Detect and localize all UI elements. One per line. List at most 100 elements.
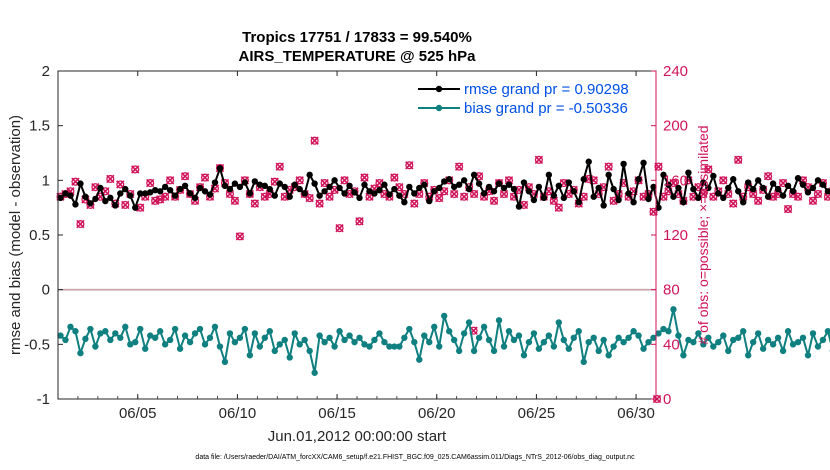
rmse-point [211, 179, 219, 186]
bias-point [595, 347, 602, 355]
bias-point [645, 338, 652, 346]
obs-assimilated-marker [116, 180, 125, 189]
bias-point [261, 334, 269, 341]
rmse-point [77, 180, 84, 187]
obs-possible-marker [250, 199, 259, 208]
rmse-point [515, 203, 523, 210]
bias-point [690, 338, 697, 346]
bias-point [122, 323, 129, 331]
rmse-point [769, 180, 777, 187]
bias-point [406, 325, 413, 333]
bias-point [181, 332, 189, 339]
obs-assimilated-marker [753, 196, 763, 205]
obs-possible-marker [146, 179, 155, 188]
rmse-point [181, 182, 189, 189]
obs-count-marker [454, 162, 464, 171]
rmse-point [665, 181, 672, 188]
rmse-point [146, 189, 154, 196]
obs-possible-marker [360, 173, 369, 182]
bias-point [550, 343, 558, 350]
obs-possible-marker [489, 196, 499, 205]
rmse-point [450, 183, 458, 191]
rmse-point [630, 199, 637, 206]
legend-rmse-label: rmse grand pr = 0.90298 [464, 81, 629, 98]
rmse-point [500, 184, 508, 192]
rmse-point [137, 190, 144, 197]
obs-possible-marker [355, 217, 364, 226]
rmse-point [645, 195, 652, 203]
obs-count-marker [808, 196, 818, 205]
rmse-point [371, 190, 378, 197]
rmse-point [670, 193, 677, 200]
bias-point [371, 336, 378, 344]
bias-point [137, 325, 144, 333]
bias-point [411, 338, 418, 346]
x-tick-label: 06/25 [518, 405, 556, 422]
obs-assimilated-marker [768, 192, 778, 201]
rmse-point [470, 171, 478, 179]
obs-possible-marker [325, 192, 334, 201]
bias-point [296, 341, 303, 348]
bias-point [201, 341, 209, 348]
bias-point [112, 330, 119, 337]
rmse-point [426, 197, 433, 205]
obs-count-marker [76, 219, 85, 229]
bias-point [391, 343, 398, 350]
rmse-point [67, 192, 74, 199]
rmse-point [351, 189, 358, 196]
obs-assimilated-marker [469, 189, 479, 199]
rmse-point [62, 190, 69, 197]
rmse-point [166, 186, 174, 194]
bias-point [804, 352, 812, 359]
obs-count-marker [783, 204, 793, 214]
rmse-point [196, 184, 204, 192]
rmse-point [346, 182, 353, 189]
obs-possible-marker [450, 189, 459, 199]
rmse-point [156, 188, 164, 195]
y2-tick-label: 0 [663, 391, 671, 408]
obs-possible-marker [455, 162, 464, 171]
rmse-point [186, 190, 194, 197]
y-axis-label: rmse and bias (model - observation) [7, 115, 24, 355]
bias-point [87, 325, 94, 333]
bias-point [102, 328, 109, 335]
obs-assimilated-marker [604, 162, 613, 171]
obs-count-marker [275, 162, 284, 171]
rmse-point [655, 204, 662, 211]
y-tick-label: 2 [42, 63, 50, 80]
bias-point [246, 352, 254, 359]
obs-possible-marker [784, 204, 793, 214]
rmse-point [555, 182, 563, 189]
bias-point [565, 345, 572, 352]
bias-point [560, 336, 568, 344]
obs-possible-marker [754, 196, 763, 205]
rmse-point [291, 181, 298, 188]
bias-point [401, 334, 408, 341]
rmse-series-line [59, 161, 830, 211]
rmse-point [585, 158, 592, 165]
rmse-point [799, 181, 807, 188]
rmse-point [824, 188, 830, 195]
y2-tick-label: 40 [663, 336, 680, 353]
bias-point [431, 323, 438, 331]
bias-series-layer [57, 306, 830, 376]
rmse-point [306, 171, 313, 179]
bias-point [142, 345, 149, 352]
bias-point [744, 352, 752, 359]
rmse-point [102, 197, 109, 205]
obs-count-marker [390, 173, 399, 182]
obs-count-marker [315, 199, 324, 208]
bias-point [615, 334, 622, 341]
obs-count-marker [435, 193, 444, 203]
rmse-point [401, 199, 408, 206]
rmse-point [87, 200, 94, 207]
bias-point [306, 347, 313, 355]
obs-assimilated-marker [360, 173, 369, 182]
obs-assimilated-marker [813, 189, 823, 199]
obs-assimilated-marker [823, 192, 830, 201]
x-tick-label: 06/15 [318, 405, 356, 422]
rmse-point [127, 192, 134, 199]
obs-count-marker [355, 217, 364, 226]
bias-point [764, 336, 772, 344]
y2-axis-ticks: 0 40 80 120 160 200 240 [651, 63, 688, 408]
